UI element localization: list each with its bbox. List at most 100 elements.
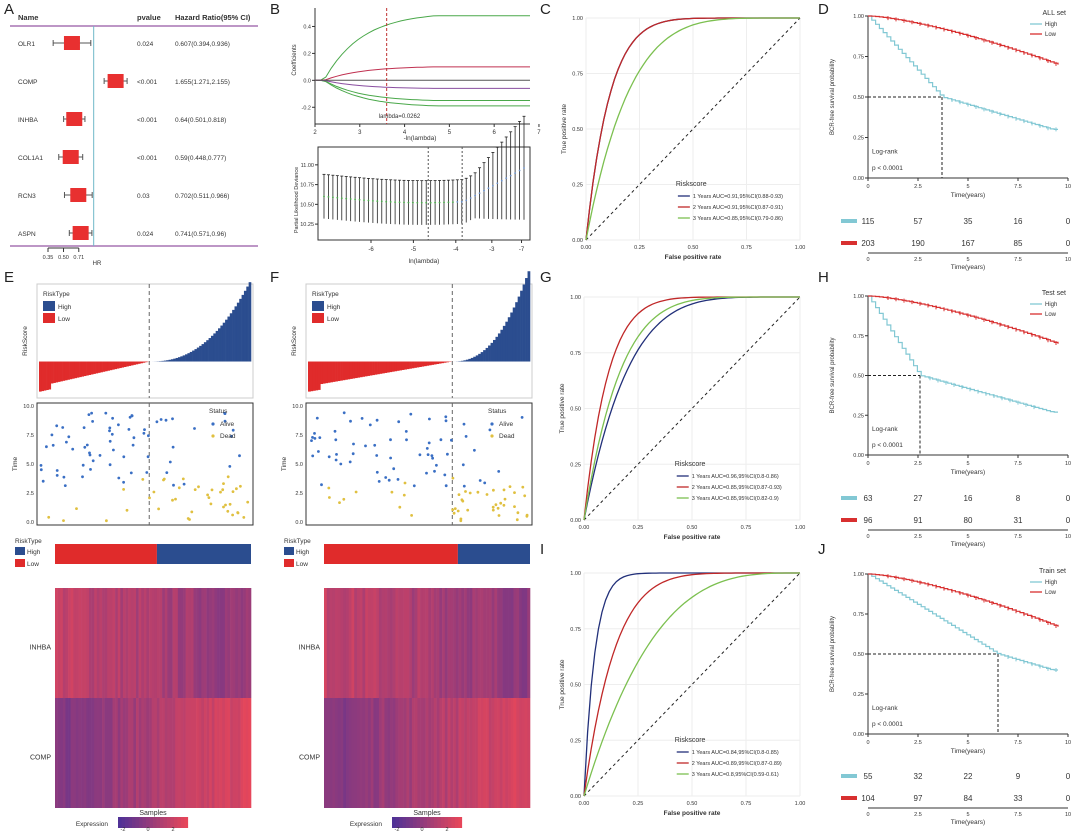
km-legend-label: Low xyxy=(1045,312,1057,318)
risk-score-bar xyxy=(229,313,233,362)
roc-panel-G: 0.000.00 0.25 0.25 0.50 0.50 0.75 0.75 1.00 1.00… xyxy=(559,295,805,541)
risk-status-point xyxy=(368,423,372,427)
risk-score-bar xyxy=(239,298,242,362)
heatmap-cell xyxy=(78,698,82,808)
risk-status-point xyxy=(457,493,461,496)
heatmap-cell xyxy=(209,698,213,808)
lasso-bottom-ytick-label: 10.25 xyxy=(300,222,314,228)
expression-scale-cell xyxy=(423,817,428,828)
expression-scale-cell xyxy=(149,817,154,828)
km-xtick-label: 7.5 xyxy=(1014,461,1022,467)
heatmap-cell xyxy=(227,588,231,698)
lasso-cv-point xyxy=(376,200,379,203)
forest-row-pvalue: <0.001 xyxy=(137,79,157,86)
forest-row-pvalue: 0.03 xyxy=(137,193,150,200)
risk-score-bar xyxy=(362,361,366,377)
roc-xtick-label: 0.25 xyxy=(633,801,644,807)
km-xtick-label: 0 xyxy=(866,740,869,746)
risk-score-bar xyxy=(497,333,501,362)
risk-status-point xyxy=(238,454,241,458)
risk-status-point xyxy=(81,463,85,467)
roc-curve-3 xyxy=(583,296,800,521)
risk-score-bar xyxy=(206,340,209,362)
heatmap-cell xyxy=(198,588,202,698)
panel-letter-I: I xyxy=(540,541,544,558)
risk-status-point xyxy=(168,460,172,464)
km-table-tick-label: 10 xyxy=(1065,257,1071,263)
heatmap-cell xyxy=(513,588,517,698)
lasso-cv-point xyxy=(465,199,468,202)
expression-scale-cell xyxy=(174,817,178,828)
km-panel-J: 0 2.5 5 7.5 10 1.00 0.75 0.50 0.25 0.00 Time(years… xyxy=(830,568,1071,826)
heatmap-cell xyxy=(203,588,207,698)
forest-row-name: RCN3 xyxy=(18,193,36,200)
roc-ytick-label: 0.75 xyxy=(572,72,583,78)
risk-score-bar xyxy=(527,271,531,362)
risk-status-point xyxy=(373,443,377,447)
km-xtick-label: 10 xyxy=(1065,740,1071,746)
heatmap-cell xyxy=(351,698,355,808)
risktype-bar-low xyxy=(55,544,157,564)
heatmap-cell xyxy=(376,588,380,698)
risk-score-bar xyxy=(135,361,139,365)
lasso-cv-point xyxy=(505,177,508,180)
heatmap-cell xyxy=(425,588,429,698)
heatmap-cell xyxy=(237,588,241,698)
risk-score-bar xyxy=(218,328,221,362)
forest-hr-box xyxy=(63,36,80,50)
heatmap-cell xyxy=(392,588,396,698)
heatmap-cell xyxy=(193,698,197,808)
lasso-cv-point xyxy=(340,197,343,200)
risk-score-bar xyxy=(246,286,249,362)
risk-status-point xyxy=(104,411,108,415)
lasso-cv-point xyxy=(429,201,432,204)
heatmap-cell xyxy=(409,588,413,698)
risk-status-point xyxy=(513,505,516,508)
heatmap-cell xyxy=(417,588,421,698)
km-table-high-count: 0 xyxy=(1066,494,1071,503)
heatmap-cell xyxy=(384,588,388,698)
km-pvalue: p < 0.0001 xyxy=(872,165,903,172)
km-table-xlabel: Time(years) xyxy=(951,264,985,271)
heatmap-cell xyxy=(524,698,528,808)
heatmap-cell xyxy=(190,588,194,698)
km-table-low-count: 84 xyxy=(964,794,973,803)
risktype-title: RiskType xyxy=(284,538,311,545)
forest-row-name: ASPN xyxy=(18,231,36,238)
expression-scale-cell xyxy=(416,817,421,828)
heatmap-cell xyxy=(461,698,465,808)
risk-status-point xyxy=(462,484,466,488)
risk-status-legend-dead xyxy=(490,434,494,438)
expression-scale-cell xyxy=(156,817,161,828)
roc-xtick-label: 1.00 xyxy=(795,525,806,531)
risk-status-point xyxy=(197,485,200,489)
expression-scale-cell xyxy=(434,817,438,828)
heatmap-cell xyxy=(151,588,155,698)
risk-score-bar xyxy=(428,361,432,366)
heatmap-cell xyxy=(224,588,228,698)
km-ytick-label: 0.25 xyxy=(853,413,864,419)
risk-status-point xyxy=(223,412,227,415)
roc-ylabel: True positive rate xyxy=(559,383,566,433)
risk-status-point xyxy=(444,484,448,488)
km-curve-low xyxy=(868,295,1059,344)
lasso-cv-point xyxy=(416,201,419,204)
lasso-cv-point xyxy=(451,201,454,204)
heatmap-cell xyxy=(109,588,113,698)
lasso-coef-path xyxy=(315,79,530,89)
km-table-high-count: 27 xyxy=(914,494,923,503)
heatmap-cell xyxy=(488,698,492,808)
risk-score-bar xyxy=(342,361,346,381)
lasso-cv-point xyxy=(491,184,494,187)
risk-score-bar xyxy=(396,361,400,371)
heatmap-cell xyxy=(373,698,377,808)
km-table-low-count: 31 xyxy=(1014,516,1023,525)
heatmap-cell xyxy=(508,588,512,698)
lasso-top-xtick-label: 7 xyxy=(537,130,541,136)
risk-status-point xyxy=(352,442,355,446)
risk-status-point xyxy=(125,508,129,512)
heatmap-cell xyxy=(488,588,492,698)
km-xtick-label: 7.5 xyxy=(1014,184,1022,190)
roc-panel-C: 0.000.00 0.25 0.25 0.50 0.50 0.75 0.75 1.00 1.00… xyxy=(561,16,805,261)
